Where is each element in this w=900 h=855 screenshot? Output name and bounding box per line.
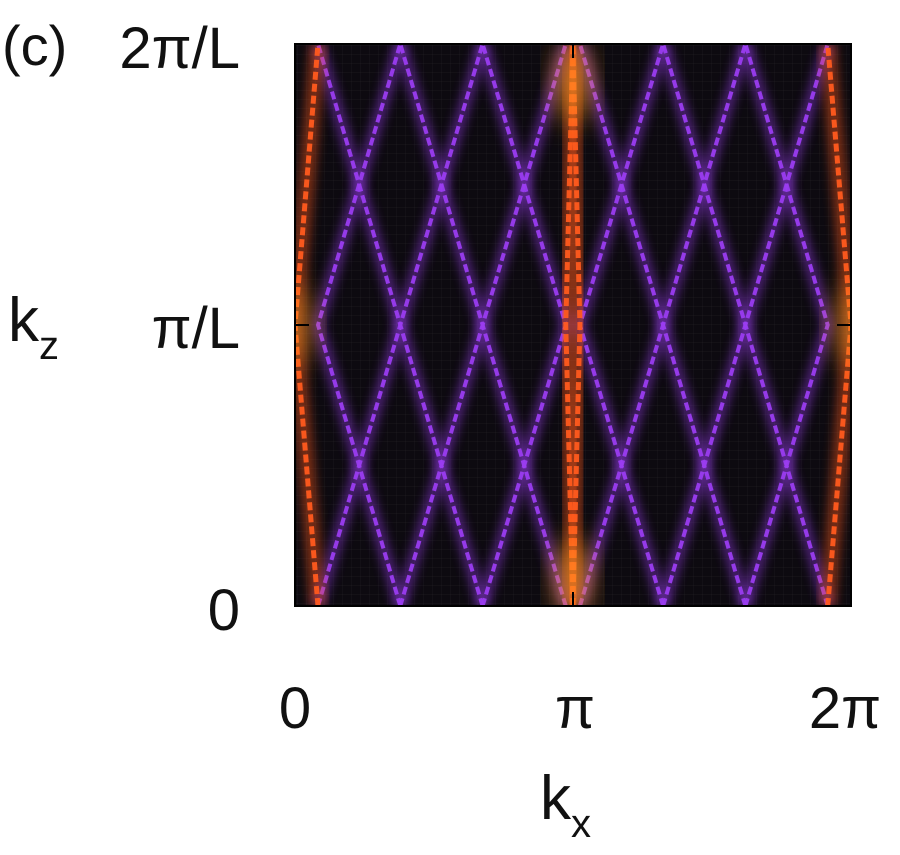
x-axis-title: kx: [540, 768, 591, 845]
dispersion-branch-11: [739, 44, 834, 606]
dispersion-branch-5: [476, 44, 572, 606]
dispersion-branch-3: [394, 44, 489, 606]
x-axis-title-sub: x: [571, 802, 591, 846]
y-tick-label-top: 2π/L: [119, 16, 240, 81]
intensity-hotspot-0: [556, 44, 589, 124]
dispersion-branch-12: [295, 44, 326, 606]
x-axis-title-main: k: [540, 764, 571, 833]
dispersion-branch-15: [564, 44, 588, 606]
y-axis-title-main: k: [8, 286, 39, 355]
dispersion-branch-13: [819, 44, 851, 606]
y-tick-label-bottom: 0: [207, 578, 240, 643]
x-tick-label-left: 0: [278, 676, 312, 741]
dispersion-branch-1: [311, 44, 407, 606]
y-tick-label-mid: π/L: [151, 296, 240, 361]
x-tick-label-right: 2π: [808, 676, 882, 741]
y-axis-title: kz: [8, 290, 59, 367]
dispersion-branch-9: [656, 44, 752, 606]
x-tick-label-mid: π: [554, 676, 596, 741]
intensity-hotspot-1: [556, 537, 589, 606]
panel-label: (c): [2, 14, 68, 77]
y-axis-title-sub: z: [39, 324, 59, 368]
dispersion-branch-10: [739, 44, 834, 606]
